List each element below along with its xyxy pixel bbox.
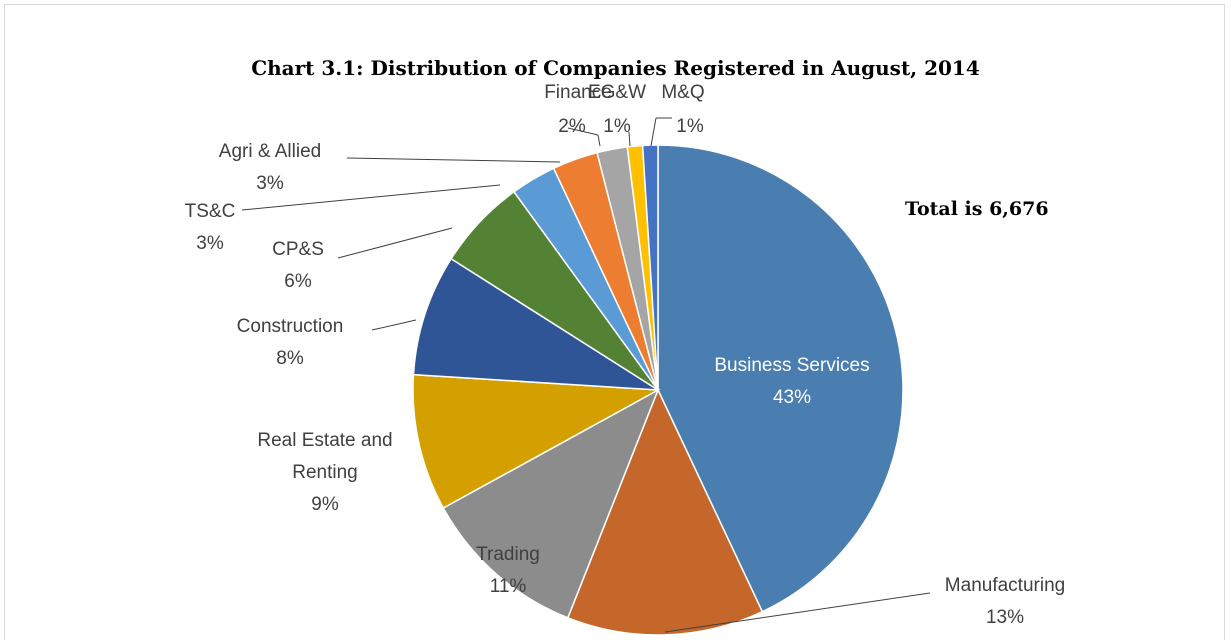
data-label: Business Services 43% <box>682 350 902 414</box>
leader-line <box>650 117 657 147</box>
data-label: CP&S 6% <box>248 234 348 298</box>
leader-line <box>567 127 599 136</box>
category-label: Trading <box>476 544 540 565</box>
data-label: Agri & Allied 3% <box>190 136 350 200</box>
leader-line <box>597 134 601 147</box>
value-label: 3% <box>256 173 284 194</box>
value-label: 8% <box>276 348 304 369</box>
value-label: 3% <box>196 233 224 254</box>
value-label: 13% <box>985 607 1025 628</box>
category-label: Business Services <box>714 355 870 376</box>
leader-line <box>337 227 453 259</box>
category-label: Real Estate and Renting <box>257 430 393 483</box>
value-label: 6% <box>284 271 312 292</box>
leader-line <box>346 157 561 163</box>
category-label: M&Q <box>661 82 705 103</box>
leader-line <box>664 592 931 633</box>
chart-frame <box>4 4 1225 640</box>
leader-line <box>241 184 501 211</box>
data-label: M&Q 1% <box>653 76 713 144</box>
category-label: Agri & Allied <box>218 141 322 162</box>
category-label: EG&W <box>587 82 647 103</box>
pie-slice <box>412 373 661 510</box>
category-label: Construction <box>236 316 344 337</box>
data-label: Manufacturing 13% <box>905 570 1105 634</box>
data-label: TS&C 3% <box>170 196 250 260</box>
value-label: 43% <box>772 387 812 408</box>
pie-slice <box>412 257 659 391</box>
chart-title: Chart 3.1: Distribution of Companies Reg… <box>251 56 980 80</box>
total-annotation: Total is 6,676 <box>905 198 1049 220</box>
category-label: Finance <box>544 82 612 103</box>
value-label: 1% <box>603 116 631 137</box>
pie-slice <box>657 144 904 613</box>
pie-slice <box>641 144 659 391</box>
pie-slice <box>566 388 764 636</box>
value-label: 11% <box>489 576 527 597</box>
category-label: CP&S <box>272 239 324 260</box>
data-label: Trading 11% <box>448 539 568 603</box>
data-label: Construction 8% <box>215 311 365 375</box>
category-label: TS&C <box>184 201 236 222</box>
leader-line <box>628 131 631 147</box>
data-label: Real Estate and Renting 9% <box>235 425 415 521</box>
data-label: EG&W 1% <box>582 76 652 144</box>
leader-line <box>371 319 417 331</box>
data-label: Finance 2% <box>533 76 623 144</box>
category-label: Manufacturing <box>944 575 1066 596</box>
pie-slice <box>442 388 660 619</box>
value-label: 9% <box>311 494 339 515</box>
value-label: 2% <box>558 116 586 137</box>
value-label: 1% <box>676 116 704 137</box>
